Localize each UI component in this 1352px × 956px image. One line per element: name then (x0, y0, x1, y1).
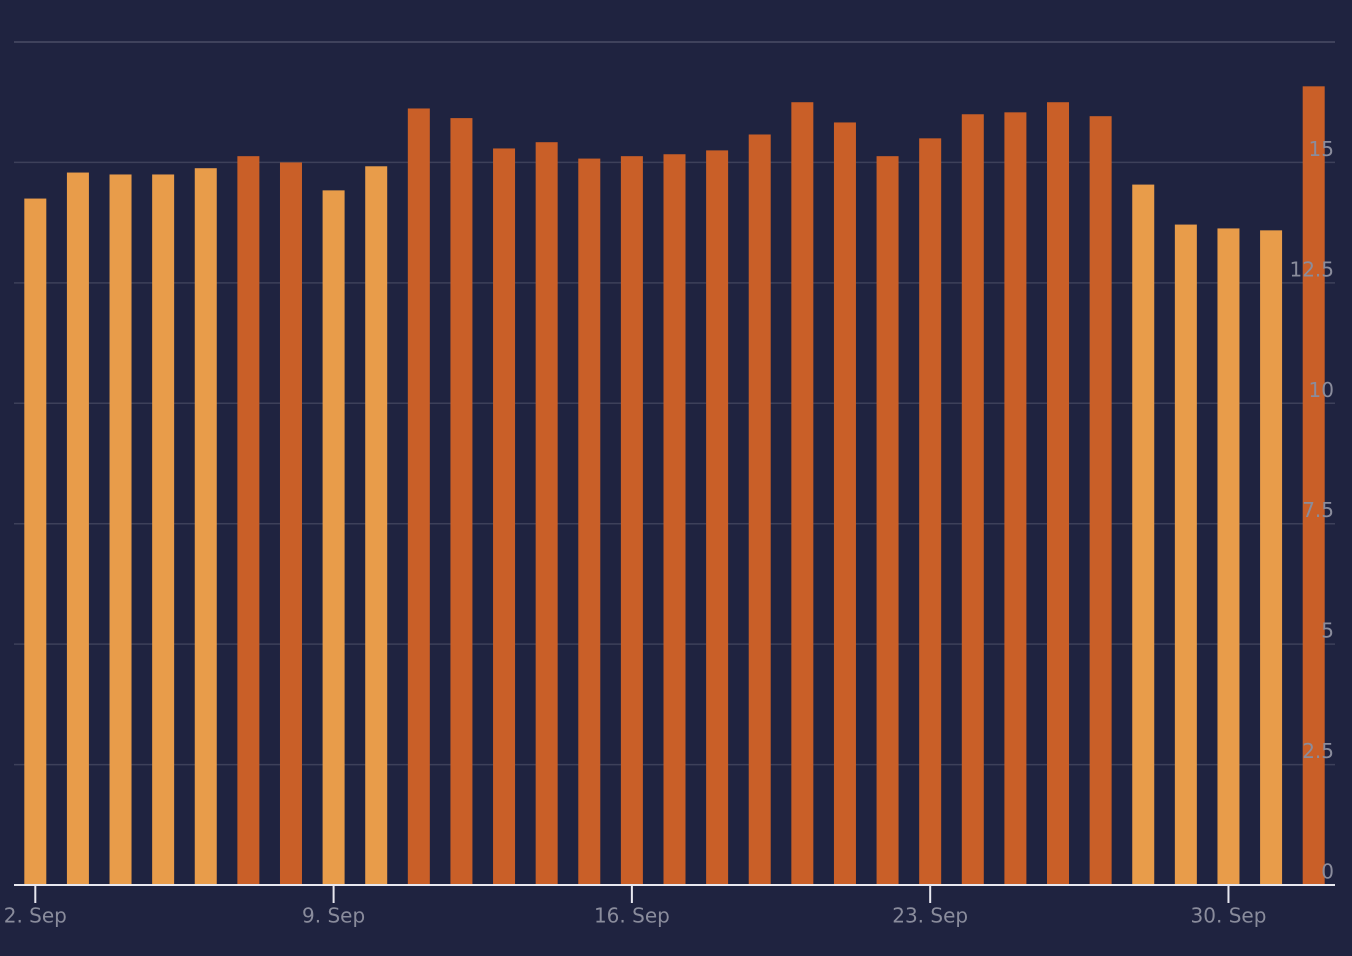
bar (791, 102, 814, 885)
bar (237, 156, 260, 886)
x-tick-label: 30. Sep (1191, 904, 1267, 928)
bar (194, 168, 217, 886)
bar (1174, 224, 1197, 886)
bar (365, 166, 388, 885)
bar (24, 198, 47, 886)
bar (919, 138, 942, 886)
bar (493, 148, 516, 885)
bar (1089, 116, 1112, 885)
bar (876, 156, 899, 886)
bar (1004, 112, 1027, 886)
bar (279, 162, 302, 885)
bar (748, 134, 771, 885)
x-tick-label: 23. Sep (892, 904, 968, 928)
bar (578, 158, 601, 886)
bar (663, 154, 686, 885)
bar (1260, 230, 1283, 885)
y-tick-label: 12.5 (1289, 257, 1334, 281)
bar (1047, 102, 1070, 885)
bar (322, 190, 345, 886)
x-tick-label: 9. Sep (302, 904, 365, 928)
bar (407, 108, 430, 886)
bar (535, 142, 558, 885)
bar (152, 174, 175, 885)
y-tick-label: 7.5 (1302, 498, 1334, 522)
x-tick-label: 2. Sep (4, 904, 67, 928)
y-tick-label: 0 (1321, 860, 1334, 884)
bar (833, 122, 856, 885)
y-tick-label: 10 (1309, 378, 1334, 402)
bar (961, 114, 984, 885)
y-tick-label: 2.5 (1302, 739, 1334, 763)
bar (109, 174, 132, 885)
bar (1132, 184, 1155, 886)
bar (1302, 86, 1325, 886)
bar (620, 156, 643, 886)
x-tick-label: 16. Sep (594, 904, 670, 928)
y-tick-label: 15 (1309, 137, 1334, 161)
y-tick-label: 5 (1321, 619, 1334, 643)
bar (450, 118, 473, 886)
bar (1217, 228, 1240, 885)
bar (706, 150, 729, 885)
bar (66, 172, 89, 886)
